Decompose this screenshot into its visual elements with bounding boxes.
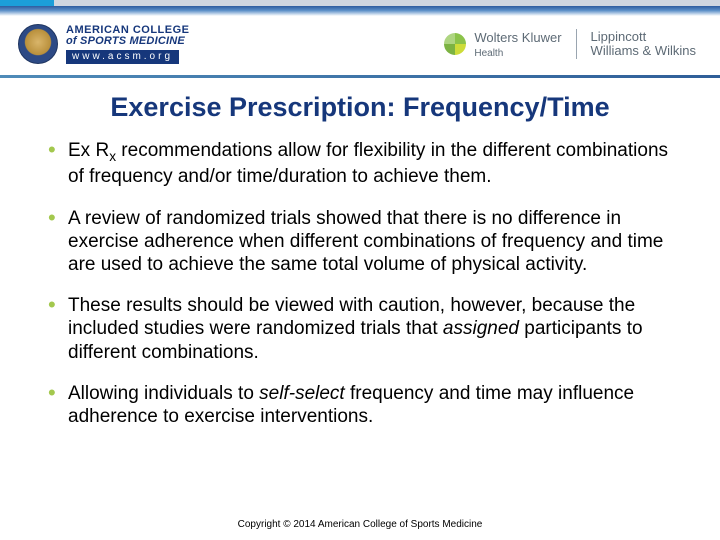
acsm-line1: AMERICAN COLLEGE: [66, 25, 190, 36]
slide-header: AMERICAN COLLEGE of SPORTS MEDICINE www.…: [0, 0, 720, 78]
wk-name: Wolters Kluwer: [474, 30, 561, 45]
slide-body: Exercise Prescription: Frequency/Time Ex…: [0, 78, 720, 428]
bullet-text-pre: Allowing individuals to: [68, 383, 259, 404]
list-item: These results should be viewed with caut…: [46, 294, 674, 364]
acsm-seal-icon: [18, 24, 58, 64]
bullet-text-italic: assigned: [443, 318, 519, 339]
header-bottom-line: [0, 75, 720, 78]
lww-line2: Williams & Wilkins: [591, 43, 696, 58]
bullet-text: A review of randomized trials showed tha…: [68, 208, 663, 275]
list-item: A review of randomized trials showed tha…: [46, 207, 674, 277]
copyright-footer: Copyright © 2014 American College of Spo…: [0, 519, 720, 530]
bullet-text-rest: recommendations allow for flexibility in…: [68, 140, 668, 187]
acsm-line2: of SPORTS MEDICINE: [66, 36, 190, 47]
header-content: AMERICAN COLLEGE of SPORTS MEDICINE www.…: [0, 18, 720, 70]
page-title: Exercise Prescription: Frequency/Time: [46, 92, 674, 123]
bullet-subscript: x: [109, 149, 116, 164]
bullet-list: Ex Rx recommendations allow for flexibil…: [46, 139, 674, 428]
acsm-text: AMERICAN COLLEGE of SPORTS MEDICINE www.…: [66, 25, 190, 64]
wk-sub: Health: [474, 48, 561, 59]
lww-text: Lippincott Williams & Wilkins: [591, 30, 696, 57]
wolters-kluwer-icon: [444, 33, 466, 55]
header-gradient: [0, 6, 720, 16]
publisher-block: Wolters Kluwer Health Lippincott William…: [444, 29, 702, 59]
list-item: Allowing individuals to self-select freq…: [46, 382, 674, 428]
acsm-logo-block: AMERICAN COLLEGE of SPORTS MEDICINE www.…: [18, 24, 190, 64]
publisher-divider: [576, 29, 577, 59]
list-item: Ex Rx recommendations allow for flexibil…: [46, 139, 674, 189]
acsm-url: www.acsm.org: [66, 50, 179, 64]
wolters-kluwer-text: Wolters Kluwer Health: [474, 29, 561, 59]
bullet-text-italic: self-select: [259, 383, 345, 404]
bullet-text-prefix: Ex R: [68, 140, 109, 161]
